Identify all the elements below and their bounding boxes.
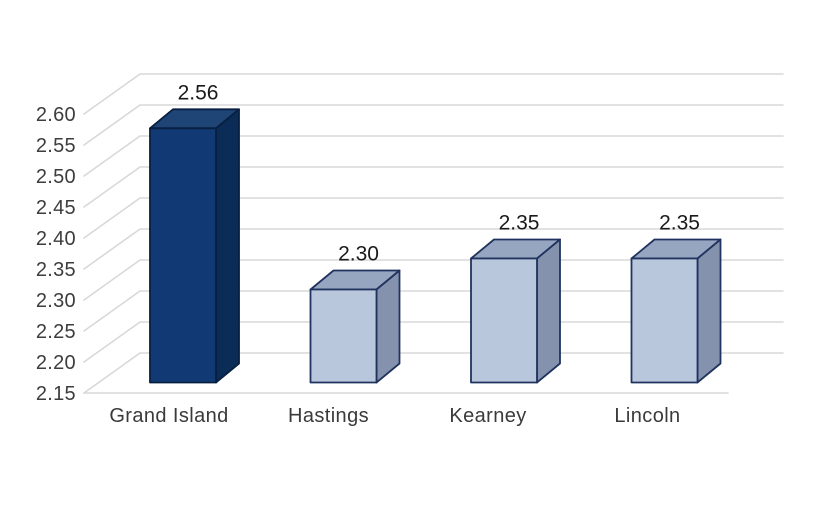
gridline — [83, 321, 784, 363]
bar-front-face — [309, 288, 378, 384]
bar-side-face — [215, 108, 240, 384]
bar-hastings — [309, 269, 401, 384]
y-axis-tick-label: 2.15 — [36, 383, 76, 405]
y-axis-tick-label: 2.60 — [36, 104, 76, 126]
bar-data-label: 2.30 — [338, 243, 379, 266]
bar-side-face — [696, 238, 722, 384]
bar-grand-island — [149, 108, 240, 384]
y-axis-tick-label: 2.45 — [36, 197, 76, 219]
bar-front-face — [470, 257, 538, 384]
gridlines — [83, 73, 784, 394]
gridline — [83, 228, 784, 270]
bar-data-label: 2.35 — [659, 212, 700, 235]
gridline — [83, 104, 784, 146]
gridline — [83, 73, 784, 115]
x-axis-category-label: Kearney — [449, 405, 526, 427]
y-axis-tick-label: 2.20 — [36, 352, 76, 374]
x-axis: Grand Island Hastings Kearney Lincoln — [109, 405, 680, 427]
gridline — [83, 166, 784, 208]
y-axis-tick-label: 2.25 — [36, 321, 76, 343]
y-axis-tick-label: 2.30 — [36, 290, 76, 312]
gridline — [83, 259, 784, 301]
bar-data-label: 2.56 — [178, 81, 219, 104]
x-axis-category-label: Hastings — [288, 405, 369, 427]
x-axis-category-label: Grand Island — [109, 405, 228, 427]
y-axis-tick-label: 2.55 — [36, 135, 76, 157]
bar-data-label: 2.35 — [499, 212, 540, 235]
bar-side-face — [536, 238, 561, 384]
bar-front-face — [630, 257, 699, 384]
y-axis-tick-label: 2.35 — [36, 259, 76, 281]
bar-front-face — [149, 127, 217, 384]
y-axis: 2.60 2.55 2.50 2.45 2.40 2.35 2.30 2.25 2.20 2.15 — [36, 104, 76, 405]
y-axis-tick-label: 2.40 — [36, 228, 76, 250]
bar-side-face — [375, 269, 401, 384]
gridline — [83, 290, 784, 332]
bar-lincoln — [630, 238, 722, 384]
x-axis-category-label: Lincoln — [614, 405, 680, 427]
gridline — [83, 197, 784, 239]
gridline — [83, 352, 784, 394]
y-axis-tick-label: 2.50 — [36, 166, 76, 188]
bar-kearney — [470, 238, 561, 384]
gridline — [83, 135, 784, 177]
